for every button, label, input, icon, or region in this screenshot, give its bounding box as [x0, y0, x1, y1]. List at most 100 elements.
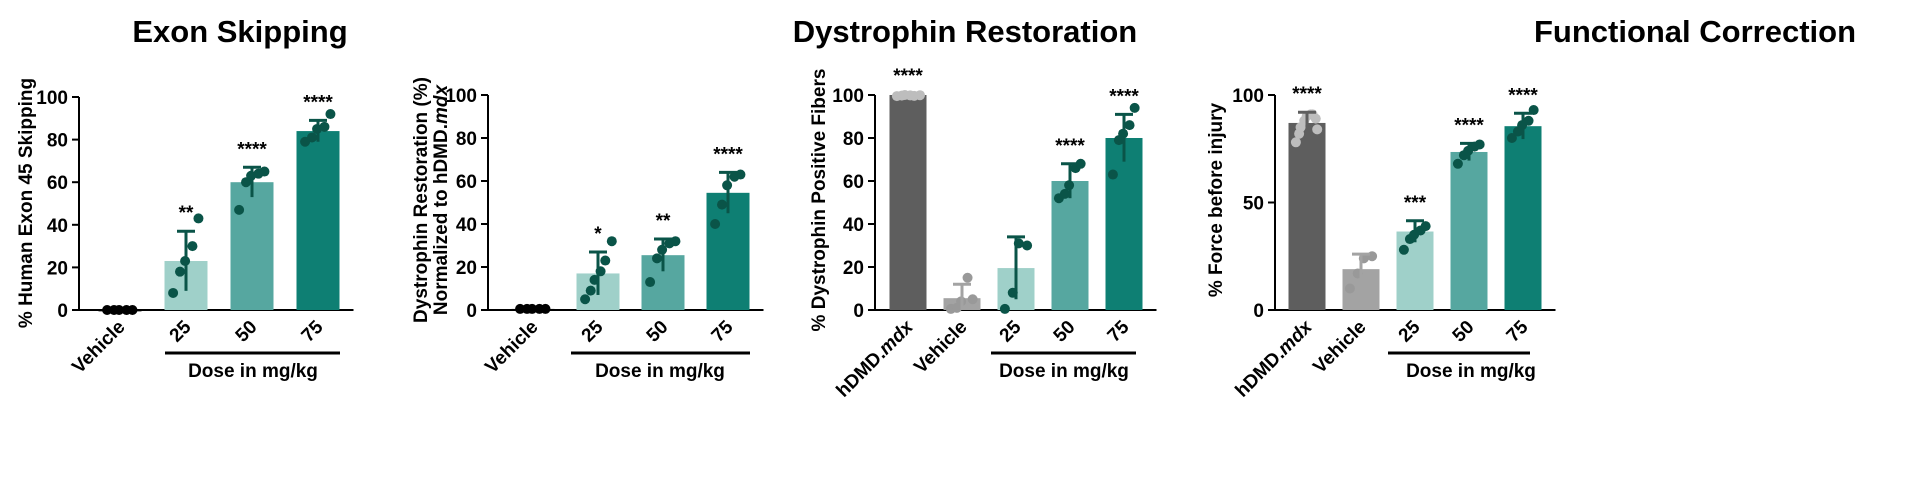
y-axis-label-line2: Normalized to hDMD.mdx	[431, 84, 452, 316]
y-tick-label: 0	[1253, 301, 1264, 322]
data-point	[102, 305, 113, 315]
bar-25	[1396, 231, 1434, 310]
significance-label: ****	[303, 92, 333, 113]
data-point	[1344, 283, 1355, 294]
y-axis-label: % Force before injury	[1206, 102, 1227, 297]
y-axis-label: % Human Exon 45 Skipping	[16, 78, 37, 328]
category-label: 50	[1449, 317, 1479, 347]
data-point	[1310, 113, 1321, 124]
y-tick-label: 40	[47, 216, 68, 237]
y-tick-label: 80	[843, 129, 864, 150]
data-point	[1107, 169, 1118, 180]
data-point	[540, 303, 551, 314]
bar-hDMD.mdx	[1288, 122, 1326, 310]
category-label: 75	[1503, 316, 1533, 346]
chart-panel-1: 0 20 40 60 80 100% Human Exon 45 Skipping Vehi…	[16, 78, 354, 382]
data-point	[1059, 188, 1070, 199]
category-label: 75	[708, 316, 738, 346]
data-point	[606, 236, 617, 247]
category-label: hDMD.mdx	[1232, 316, 1318, 402]
y-tick-label: 20	[456, 258, 477, 279]
significance-label: **	[179, 203, 194, 224]
category-label: 50	[232, 317, 262, 347]
data-point	[325, 109, 336, 120]
data-point	[999, 303, 1010, 314]
x-axis-label: Dose in mg/kg	[1406, 361, 1536, 382]
bar-75	[1105, 138, 1143, 310]
data-point	[259, 166, 270, 177]
significance-label: ****	[1292, 84, 1322, 105]
significance-label: ****	[1508, 85, 1538, 106]
data-point	[1290, 137, 1301, 148]
significance-label: ****	[1109, 86, 1139, 107]
data-point	[187, 241, 198, 252]
data-point	[234, 204, 245, 215]
data-point	[114, 305, 125, 315]
data-point	[1523, 115, 1534, 126]
chart-panel-2: 0 20 40 60 80 100 Dystrophin Restoration (%) No…	[411, 77, 764, 382]
bar-50	[1450, 151, 1488, 310]
data-point	[319, 121, 330, 132]
title-exon-skipping: Exon Skipping	[132, 14, 347, 49]
y-tick-label: 20	[47, 258, 68, 279]
significance-label: ***	[1404, 193, 1427, 214]
y-tick-label: 40	[843, 215, 864, 236]
y-axis-label: Dystrophin Restoration (%)	[411, 77, 432, 323]
bar-75	[1504, 126, 1542, 310]
category-label-text: hDMD.	[1232, 344, 1289, 401]
category-label: Vehicle	[910, 317, 971, 378]
data-point	[1452, 158, 1463, 169]
data-point	[580, 294, 591, 305]
category-label: Vehicle	[1309, 317, 1370, 378]
y-tick-label: 0	[466, 301, 477, 322]
category-label-text: hDMD.	[833, 344, 890, 401]
title-functional-correction: Functional Correction	[1534, 14, 1856, 49]
significance-label: **	[656, 211, 671, 232]
chart-panel-3: 0 20 40 60 80 100% Dystrophin Positive Fibers…	[809, 66, 1157, 402]
y-tick-label: 100	[832, 86, 864, 107]
y-tick-label: 80	[47, 131, 68, 152]
category-label: 25	[1395, 316, 1425, 346]
title-dystrophin-restoration: Dystrophin Restoration	[793, 14, 1137, 49]
y-tick-label: 20	[843, 258, 864, 279]
y-tick-label: 40	[456, 215, 477, 236]
x-axis-label: Dose in mg/kg	[999, 361, 1129, 382]
category-label: 75	[298, 316, 328, 346]
data-point	[127, 305, 138, 315]
data-point	[717, 199, 727, 210]
y-tick-label: 60	[47, 173, 68, 194]
bar-75	[296, 131, 340, 310]
y-label-text: Normalized to hDMD.	[431, 124, 452, 315]
data-point	[1312, 124, 1323, 135]
data-point	[1022, 240, 1033, 251]
significance-label: ****	[893, 66, 923, 87]
category-label: 25	[578, 316, 608, 346]
significance-label: *	[594, 224, 602, 245]
data-point	[967, 294, 978, 305]
data-point	[915, 90, 925, 101]
data-point	[710, 219, 721, 229]
category-label: 25	[166, 316, 196, 346]
y-tick-label: 100	[36, 88, 68, 109]
y-label-italic: mdx	[431, 84, 452, 125]
x-axis-label: Dose in mg/kg	[188, 361, 318, 382]
x-axis-label: Dose in mg/kg	[595, 361, 725, 382]
data-point	[652, 253, 662, 264]
data-point	[645, 277, 656, 288]
data-point	[168, 287, 179, 298]
data-point	[1506, 133, 1517, 143]
y-tick-label: 100	[1232, 86, 1264, 107]
y-axis-label: % Dystrophin Positive Fibers	[809, 69, 830, 332]
significance-label: ****	[713, 144, 743, 165]
data-point	[600, 255, 611, 266]
category-label: 50	[1050, 317, 1080, 347]
data-point	[1124, 120, 1135, 131]
bar-hDMD.mdx	[889, 95, 927, 310]
category-label: hDMD.mdx	[833, 316, 919, 402]
data-point	[670, 236, 681, 247]
y-tick-label: 80	[456, 129, 477, 150]
data-point	[1420, 221, 1431, 232]
significance-label: ****	[1454, 115, 1484, 136]
data-point	[1129, 102, 1140, 113]
